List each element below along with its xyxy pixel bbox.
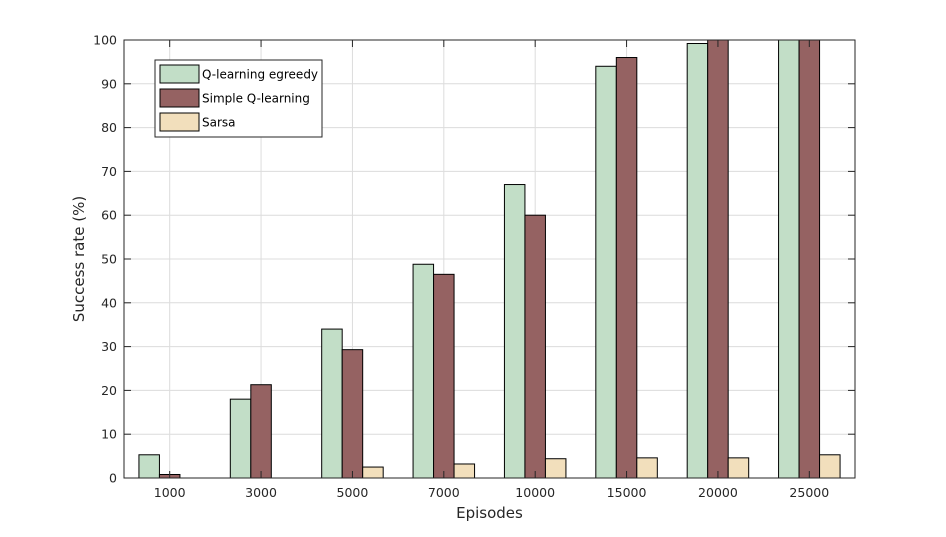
x-tick-label: 10000	[515, 485, 555, 500]
legend-swatch	[159, 64, 200, 84]
y-tick-label: 50	[101, 252, 117, 267]
y-tick-label: 20	[101, 383, 117, 398]
bar-simple-q-learning-15000	[615, 57, 638, 479]
x-tick-label: 25000	[789, 485, 829, 500]
legend-label: Sarsa	[202, 116, 236, 130]
y-tick-label: 100	[93, 33, 117, 48]
y-axis-title: Success rate (%)	[70, 196, 88, 322]
bar-q-learning-egreedy-25000	[778, 39, 800, 479]
y-tick-label: 10	[101, 427, 117, 442]
bar-sarsa-20000	[727, 457, 750, 479]
bar-q-learning-egreedy-10000	[503, 184, 526, 479]
bar-simple-q-learning-25000	[798, 39, 821, 479]
legend-label: Q-learning egreedy	[202, 68, 318, 82]
x-tick-label: 3000	[245, 485, 277, 500]
x-tick-label: 7000	[428, 485, 460, 500]
bar-q-learning-egreedy-7000	[412, 263, 435, 479]
bar-simple-q-learning-3000	[250, 384, 272, 479]
bar-q-learning-egreedy-1000	[138, 454, 160, 479]
bar-simple-q-learning-20000	[707, 39, 729, 479]
bar-sarsa-15000	[636, 457, 658, 479]
legend-swatch	[159, 112, 200, 132]
y-tick-label: 80	[101, 120, 117, 135]
legend-label: Simple Q-learning	[202, 92, 310, 106]
x-tick-label: 15000	[607, 485, 647, 500]
bar-q-learning-egreedy-3000	[229, 398, 252, 479]
bar-q-learning-egreedy-15000	[595, 65, 617, 479]
bar-sarsa-7000	[453, 463, 476, 479]
x-tick-label: 1000	[154, 485, 186, 500]
y-tick-label: 70	[101, 164, 117, 179]
bar-sarsa-5000	[362, 466, 384, 479]
x-tick-label: 20000	[698, 485, 738, 500]
bar-q-learning-egreedy-5000	[321, 328, 343, 479]
x-tick-label: 5000	[337, 485, 369, 500]
bars	[138, 39, 841, 479]
bar-sarsa-25000	[819, 454, 841, 479]
legend: Q-learning egreedy Simple Q-learning Sarsa	[154, 59, 323, 138]
y-tick-label: 0	[109, 471, 117, 486]
legend-swatch	[159, 88, 200, 108]
y-tick-label: 40	[101, 295, 117, 310]
bar-simple-q-learning-10000	[524, 214, 546, 479]
y-tick-label: 30	[101, 339, 117, 354]
y-tick-label: 90	[101, 76, 117, 91]
tick-labels: 0 10 20 30 40 50 60 70 80 90 100 1000 3000 5000 7000 10…	[93, 33, 829, 501]
bar-q-learning-egreedy-20000	[686, 43, 709, 479]
bar-simple-q-learning-7000	[433, 273, 455, 479]
bar-sarsa-10000	[544, 458, 567, 479]
y-tick-label: 60	[101, 208, 117, 223]
axes	[123, 39, 856, 479]
x-axis-title: Episodes	[456, 504, 523, 522]
bar-simple-q-learning-5000	[341, 349, 364, 479]
